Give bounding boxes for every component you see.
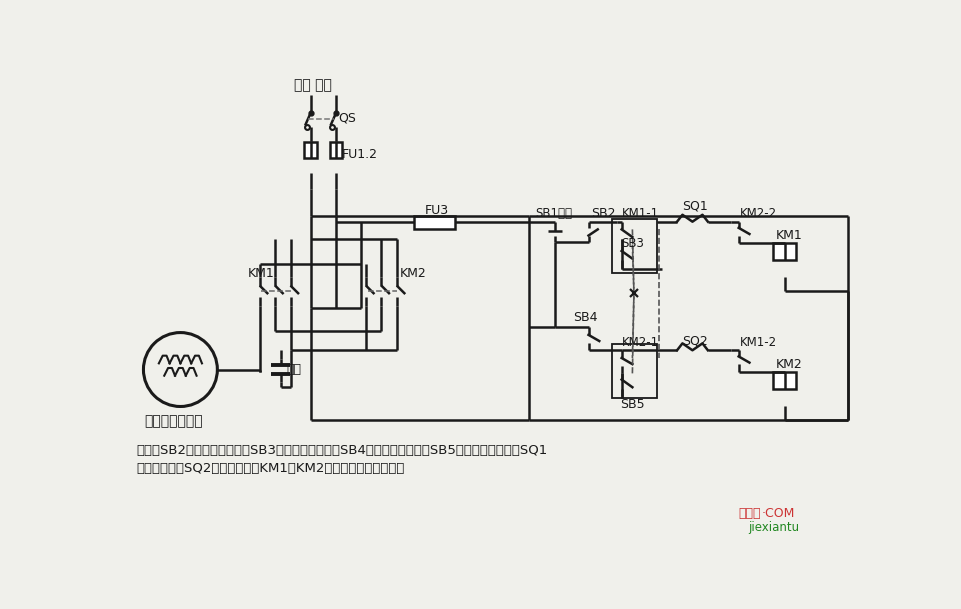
Text: FU1.2: FU1.2 (342, 148, 378, 161)
Bar (773, 243, 796, 260)
Text: ·COM: ·COM (761, 507, 795, 520)
Text: 单相电容电动机: 单相电容电动机 (144, 414, 203, 428)
Text: KM1-2: KM1-2 (739, 336, 776, 349)
Text: 为最高限位，SQ2为最低限位。KM1、KM2可用中间继电器代替。: 为最高限位，SQ2为最低限位。KM1、KM2可用中间继电器代替。 (136, 462, 405, 474)
Text: SB2: SB2 (590, 208, 615, 220)
Bar (612, 344, 656, 398)
Text: KM2-2: KM2-2 (739, 208, 776, 220)
Bar (330, 143, 342, 158)
Bar (773, 372, 796, 389)
Text: KM2-1: KM2-1 (621, 336, 658, 349)
Text: 火线 零线: 火线 零线 (293, 79, 332, 93)
Text: SQ2: SQ2 (681, 334, 706, 348)
Text: KM2: KM2 (775, 357, 801, 371)
Text: KM1-1: KM1-1 (621, 208, 658, 220)
Text: FU3: FU3 (424, 203, 448, 217)
Text: 说明：SB2为上升启动按鈕，SB3为上升点动按鈕，SB4为下降启动按鈕，SB5为下降点动按鈕；SQ1: 说明：SB2为上升启动按鈕，SB3为上升点动按鈕，SB4为下降启动按鈕，SB5为… (136, 444, 547, 457)
Bar (413, 216, 455, 230)
Text: 电容: 电容 (286, 363, 302, 376)
Text: KM2: KM2 (400, 267, 426, 280)
Text: KM1: KM1 (775, 229, 801, 242)
Text: 接线图: 接线图 (738, 507, 760, 520)
Bar (304, 143, 316, 158)
Bar (612, 219, 656, 272)
Text: SQ1: SQ1 (681, 200, 706, 213)
Text: KM1: KM1 (247, 267, 274, 280)
Text: QS: QS (338, 111, 356, 124)
Text: SB1停止: SB1停止 (535, 208, 572, 220)
Text: SB4: SB4 (573, 311, 597, 325)
Text: SB3: SB3 (621, 237, 644, 250)
Text: jiexiantu: jiexiantu (747, 521, 799, 534)
Text: SB5: SB5 (620, 398, 644, 410)
